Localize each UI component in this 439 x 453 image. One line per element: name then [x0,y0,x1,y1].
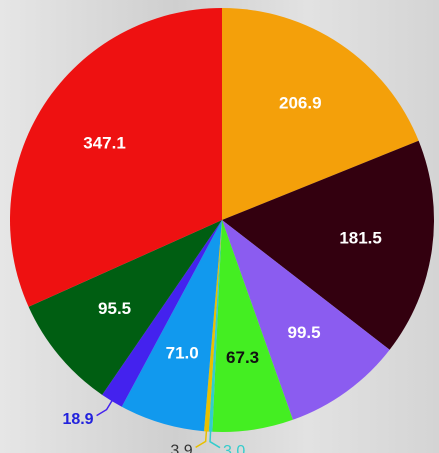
leader-line [209,429,221,449]
pie-slice [212,220,293,432]
pie-slice [28,220,223,395]
pie-slice [222,220,390,420]
slice-label: 3.0 [223,443,245,453]
leader-line [96,398,114,417]
pie-slice [222,8,419,220]
pie-slice [204,220,222,432]
pie-slice [9,8,222,307]
slice-label: 206.9 [279,94,322,113]
leader-line [195,429,208,449]
pie-slice [208,220,222,432]
slice-label: 99.5 [287,323,320,342]
pie-slice [102,220,222,407]
slice-label: 71.0 [166,344,199,363]
slice-label: 18.9 [62,411,93,428]
slice-label: 181.5 [339,229,382,248]
slice-label: 67.3 [226,348,259,367]
slice-label: 347.1 [83,133,126,152]
slice-label: 3.9 [170,443,192,453]
pie-slice [121,220,222,432]
pie-slice [222,140,434,350]
slice-label: 95.5 [98,299,131,318]
